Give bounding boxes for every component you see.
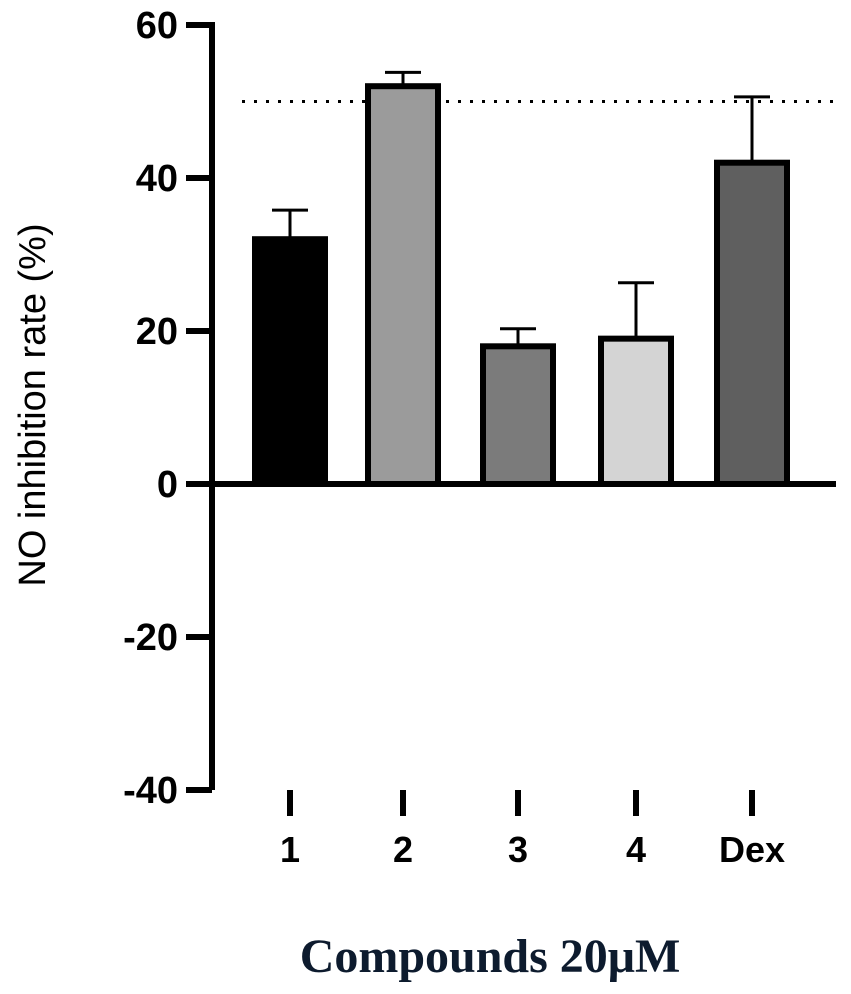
y-tick-label: 40	[136, 158, 178, 200]
x-tick-label-dex: Dex	[719, 829, 785, 870]
y-tick-label: 0	[157, 464, 178, 506]
error-bar-4	[618, 283, 654, 339]
bar-4	[601, 339, 671, 484]
y-axis-label: NO inhibition rate (%)	[12, 223, 54, 586]
y-tick-label: 20	[136, 311, 178, 353]
x-axis-label: Compounds 20μM	[300, 930, 681, 983]
y-tick-label: -20	[123, 617, 178, 659]
bar-1	[255, 239, 325, 484]
y-tick-label: -40	[123, 770, 178, 812]
x-tick-label-1: 1	[280, 829, 300, 870]
bar-3	[483, 346, 553, 484]
x-tick-label-2: 2	[393, 829, 413, 870]
y-tick-label: 60	[136, 5, 178, 47]
error-bar-1	[272, 210, 308, 239]
bar-2	[368, 86, 438, 484]
error-bar-dex	[734, 97, 770, 163]
x-tick-label-4: 4	[626, 829, 646, 870]
bar-dex	[717, 163, 787, 484]
x-tick-label-3: 3	[508, 829, 528, 870]
